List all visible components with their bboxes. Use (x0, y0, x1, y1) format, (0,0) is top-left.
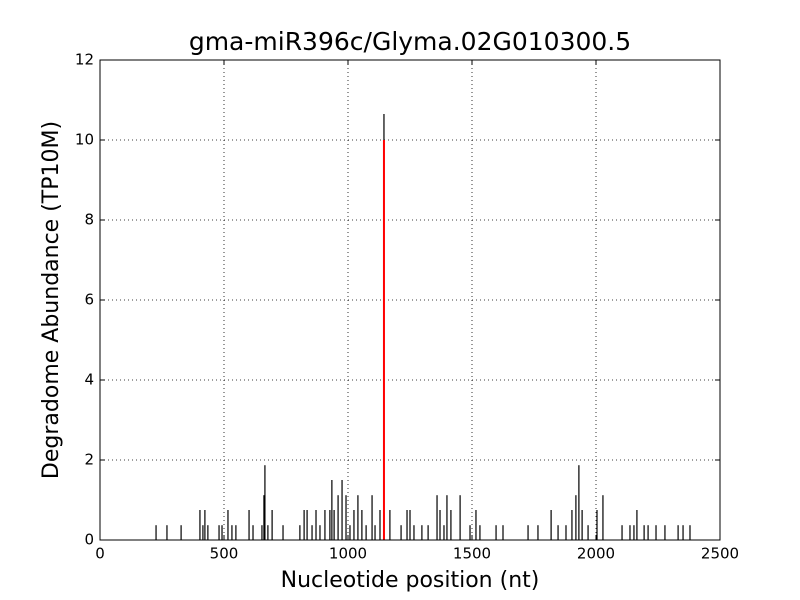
x-tick-label: 500 (210, 545, 239, 563)
y-tick-label: 8 (84, 211, 94, 229)
x-tick-label: 1500 (453, 545, 491, 563)
y-tick-label: 2 (84, 451, 94, 469)
y-tick-label: 10 (75, 131, 94, 149)
x-tick-label: 1000 (329, 545, 367, 563)
y-tick-label: 6 (84, 291, 94, 309)
chart-title: gma-miR396c/Glyma.02G010300.5 (189, 27, 631, 56)
x-tick-label: 2000 (577, 545, 615, 563)
plot-frame (99, 59, 721, 541)
y-axis-label: Degradome Abundance (TP10M) (39, 121, 64, 479)
x-axis-label: Nucleotide position (nt) (281, 568, 540, 593)
x-tick-label: 2500 (701, 545, 739, 563)
y-tick-label: 0 (84, 531, 94, 549)
x-tick-label: 0 (95, 545, 105, 563)
y-tick-label: 12 (75, 51, 94, 69)
y-tick-label: 4 (84, 371, 94, 389)
